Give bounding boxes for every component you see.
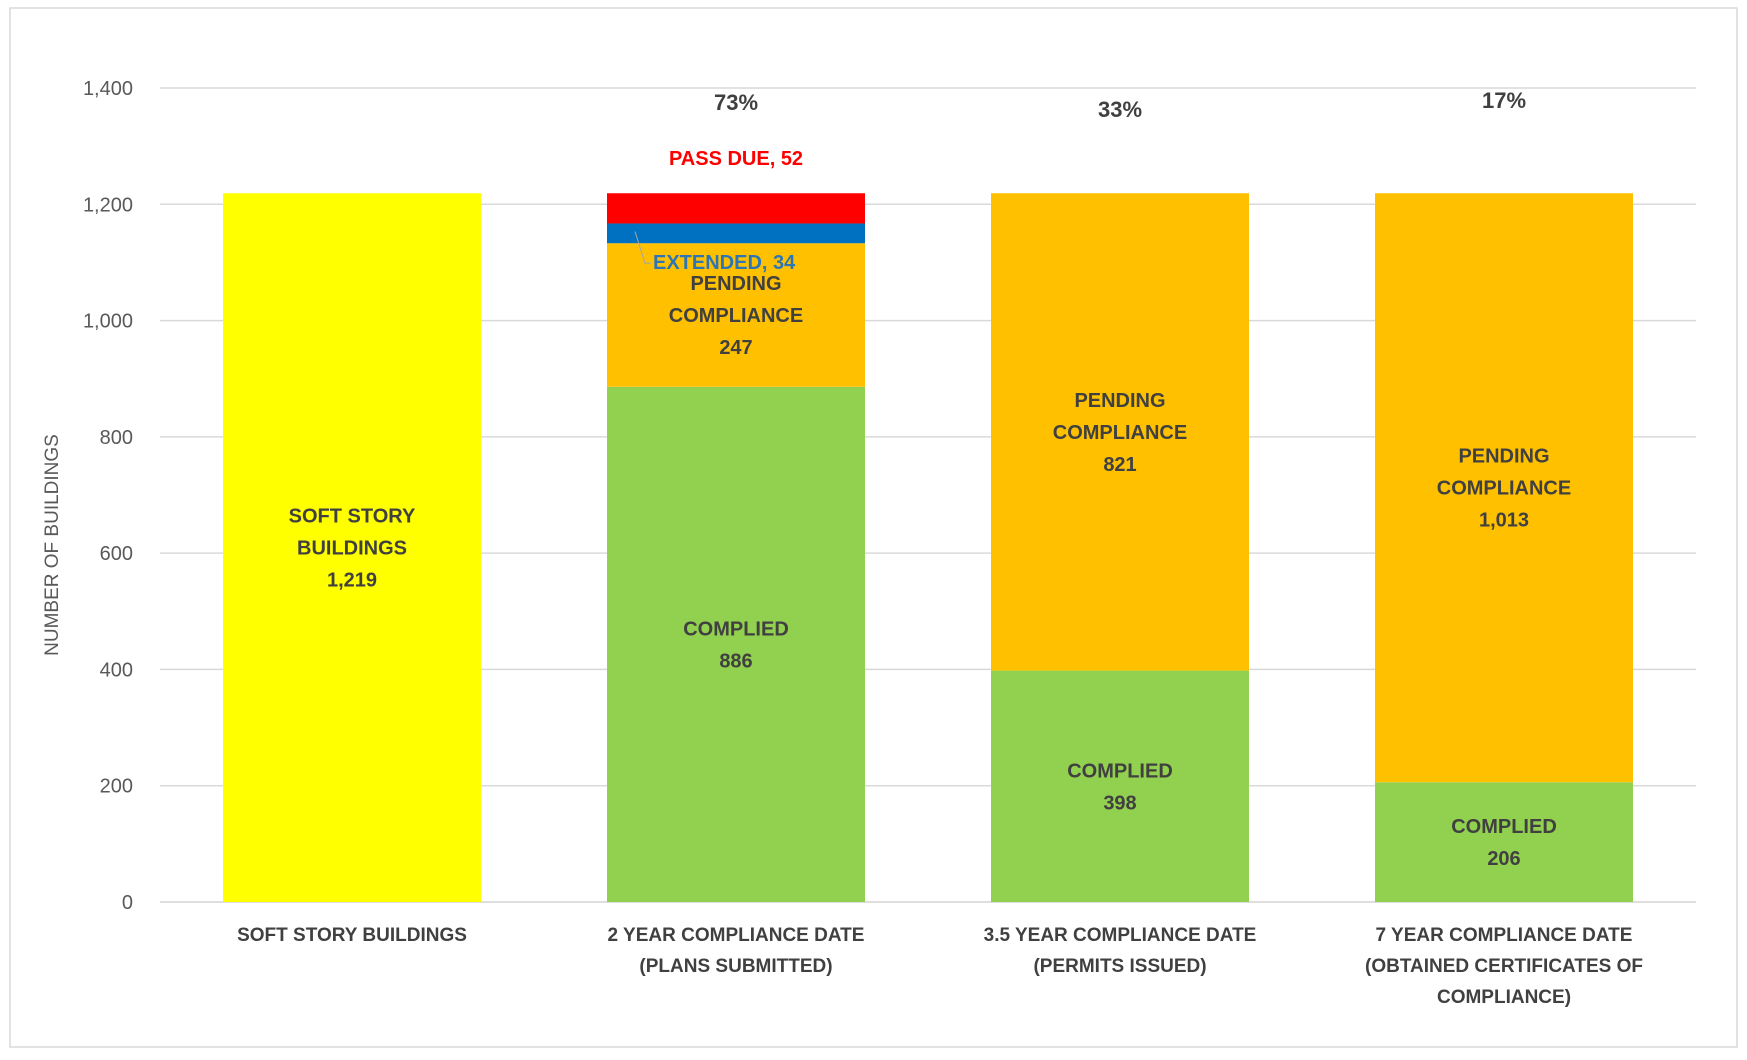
bar-segment: [991, 670, 1249, 902]
data-label: PENDING: [690, 273, 781, 295]
y-axis-title: NUMBER OF BUILDINGS: [42, 434, 63, 656]
y-tick-label: 200: [100, 776, 133, 798]
percent-label: 73%: [714, 90, 758, 115]
data-label: 247: [719, 337, 752, 359]
data-label: COMPLIED: [1067, 760, 1173, 782]
data-label: 398: [1103, 792, 1136, 814]
category-labels: SOFT STORY BUILDINGS 2 YEAR COMPLIANCE DA…: [237, 925, 1643, 1008]
callout-leader-line: [634, 231, 651, 264]
bar-segment: [607, 386, 865, 903]
data-label: COMPLIANCE: [1437, 478, 1571, 500]
segment-labels: SOFT STORY BUILDINGS 1,219 COMPLIED 886 PENDI…: [289, 148, 1572, 870]
percent-labels: 73% 33% 17%: [714, 88, 1526, 122]
bar-segment: [607, 243, 865, 387]
bar-segment: [1375, 193, 1633, 783]
y-axis-ticks: 0 200 400 600 800 1,000 1,200 1,400: [83, 78, 133, 914]
data-label: PENDING: [1074, 390, 1165, 412]
category-label: SOFT STORY BUILDINGS: [237, 925, 467, 946]
data-label: EXTENDED, 34: [653, 252, 796, 274]
data-label: PASS DUE, 52: [669, 148, 803, 170]
percent-label: 33%: [1098, 97, 1142, 122]
y-tick-label: 800: [100, 427, 133, 449]
data-label: 821: [1103, 454, 1136, 476]
category-label: (PLANS SUBMITTED): [639, 956, 832, 977]
category-label: 3.5 YEAR COMPLIANCE DATE: [984, 925, 1257, 946]
data-label: COMPLIED: [1451, 816, 1557, 838]
bar-segment: [607, 223, 865, 244]
bar-segment: [223, 193, 481, 902]
category-label: COMPLIANCE): [1437, 987, 1571, 1008]
category-label: 2 YEAR COMPLIANCE DATE: [608, 925, 865, 946]
bar-segment: [1375, 782, 1633, 902]
y-tick-label: 400: [100, 659, 133, 681]
data-label: 886: [719, 650, 752, 672]
data-label: PENDING: [1458, 446, 1549, 468]
y-tick-label: 1,000: [83, 311, 133, 333]
category-label: (OBTAINED CERTIFICATES OF: [1365, 956, 1643, 977]
data-label: 1,219: [327, 570, 377, 592]
bars: [223, 193, 1633, 903]
data-label: 206: [1487, 848, 1520, 870]
bar-segment: [607, 193, 865, 224]
y-tick-label: 1,200: [83, 194, 133, 216]
bar-segment: [991, 193, 1249, 671]
category-label: (PERMITS ISSUED): [1033, 956, 1206, 977]
percent-label: 17%: [1482, 88, 1526, 113]
data-label: COMPLIANCE: [669, 305, 803, 327]
data-label: 1,013: [1479, 510, 1529, 532]
data-label: COMPLIANCE: [1053, 422, 1187, 444]
data-label: COMPLIED: [683, 618, 789, 640]
data-label: BUILDINGS: [297, 538, 407, 560]
category-label: 7 YEAR COMPLIANCE DATE: [1376, 925, 1633, 946]
y-tick-label: 1,400: [83, 78, 133, 100]
data-label: SOFT STORY: [289, 506, 416, 528]
y-tick-label: 600: [100, 543, 133, 565]
y-tick-label: 0: [122, 892, 133, 914]
